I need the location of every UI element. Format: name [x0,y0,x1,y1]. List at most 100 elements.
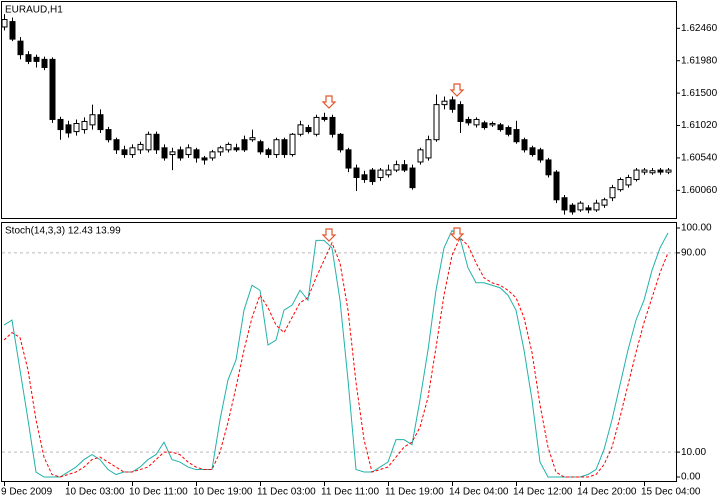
candle-body [401,164,408,171]
candle-body [449,99,456,110]
candle-body [441,100,448,106]
candle-body [561,197,568,211]
candle-body [409,167,416,189]
candle-body [425,139,432,159]
y-tick-label: 1.62460 [681,23,718,34]
candle-body [649,170,656,174]
candle-body [161,147,168,159]
candle-body [641,169,648,173]
candle-body [657,169,664,173]
candle-body [313,116,320,135]
candle-body [593,202,600,211]
candle-body [537,149,544,161]
candle-body [193,149,200,159]
candle-body [97,114,104,131]
stoch-title: Stoch(14,3,3) 12.43 13.99 [5,226,121,237]
candle-body [369,169,376,183]
candle-body [393,164,400,171]
x-tick-label: 11 Dec 03:00 [257,487,316,498]
x-tick-label: 15 Dec 04:00 [641,487,701,498]
candle-body [625,177,632,186]
y-tick-label: 1.60060 [681,185,718,196]
x-tick-label: 14 Dec 04:00 [449,487,509,498]
y-tick-label: 1.61020 [681,120,718,131]
x-tick-label: 10 Dec 19:00 [193,487,253,498]
price-title: EURAUD,H1 [5,5,63,16]
candle-body [361,174,368,181]
candle-body [497,124,504,131]
candle-body [385,169,392,176]
candle-body [505,127,512,135]
x-tick-label: 14 Dec 20:00 [577,487,637,498]
candle-body [665,169,672,173]
candle-body [17,40,24,56]
candle-body [89,114,96,126]
candle-body [513,129,520,143]
candle-body [33,56,40,62]
candle-body [201,157,208,161]
candle-body [545,159,552,176]
signal-arrow [449,83,465,97]
candle-body [105,129,112,141]
candle-body [113,139,120,151]
candle-body [81,120,88,131]
price-panel [1,1,677,219]
candle-body [273,139,280,156]
candle-body [73,123,80,133]
candle-body [353,167,360,179]
y-tick-label: 0.00 [681,472,701,483]
y-tick-label: 100.00 [681,223,712,234]
candle-body [25,54,32,62]
candle-body [297,124,304,135]
x-tick-label: 14 Dec 12:00 [513,487,573,498]
x-tick-label: 11 Dec 19:00 [385,487,444,498]
candle-body [49,58,56,120]
y-tick-label: 1.61980 [681,55,718,66]
candle-body [177,149,184,159]
candle-body [473,118,480,126]
candle-body [257,141,264,153]
candle-body [481,122,488,129]
candle-body [377,169,384,178]
x-tick-label: 10 Dec 11:00 [129,487,188,498]
y-tick-label: 10.00 [681,447,706,458]
marks: 1.62460 1.61980 1.61500 1.61020 1.60540 1.600… [1,14,718,498]
candle-body [209,151,216,159]
candle-body [457,104,464,122]
candle-body [521,139,528,151]
y-tick-label: 1.60540 [681,153,718,164]
candle-body [569,204,576,213]
candle-body [617,179,624,191]
candle-body [553,171,560,201]
candle-body [281,139,288,156]
candle-body [185,147,192,156]
candle-body [265,149,272,156]
stoch-panel [1,222,677,482]
candle-body [241,139,248,151]
candle-body [601,199,608,206]
candle-body [249,137,256,141]
candle-body [57,118,64,131]
candle-body [633,169,640,181]
candle-body [65,124,72,134]
candle-body [329,116,336,135]
candle-body [465,118,472,124]
y-tick-label: 90.00 [681,248,706,259]
candle-body [129,147,136,156]
candle-body [489,123,496,126]
signal-arrow [449,227,465,241]
candle-body [417,149,424,163]
stoch-line [3,237,669,478]
x-tick-label: 11 Dec 11:00 [321,487,379,498]
candle-body [1,19,8,28]
candle-body [41,58,48,68]
candle-body [145,133,152,151]
candle-body [609,187,616,199]
candle-body [9,21,16,40]
x-tick-label: 10 Dec 03:00 [65,487,125,498]
candle-body [233,147,240,151]
candle-body [577,202,584,211]
